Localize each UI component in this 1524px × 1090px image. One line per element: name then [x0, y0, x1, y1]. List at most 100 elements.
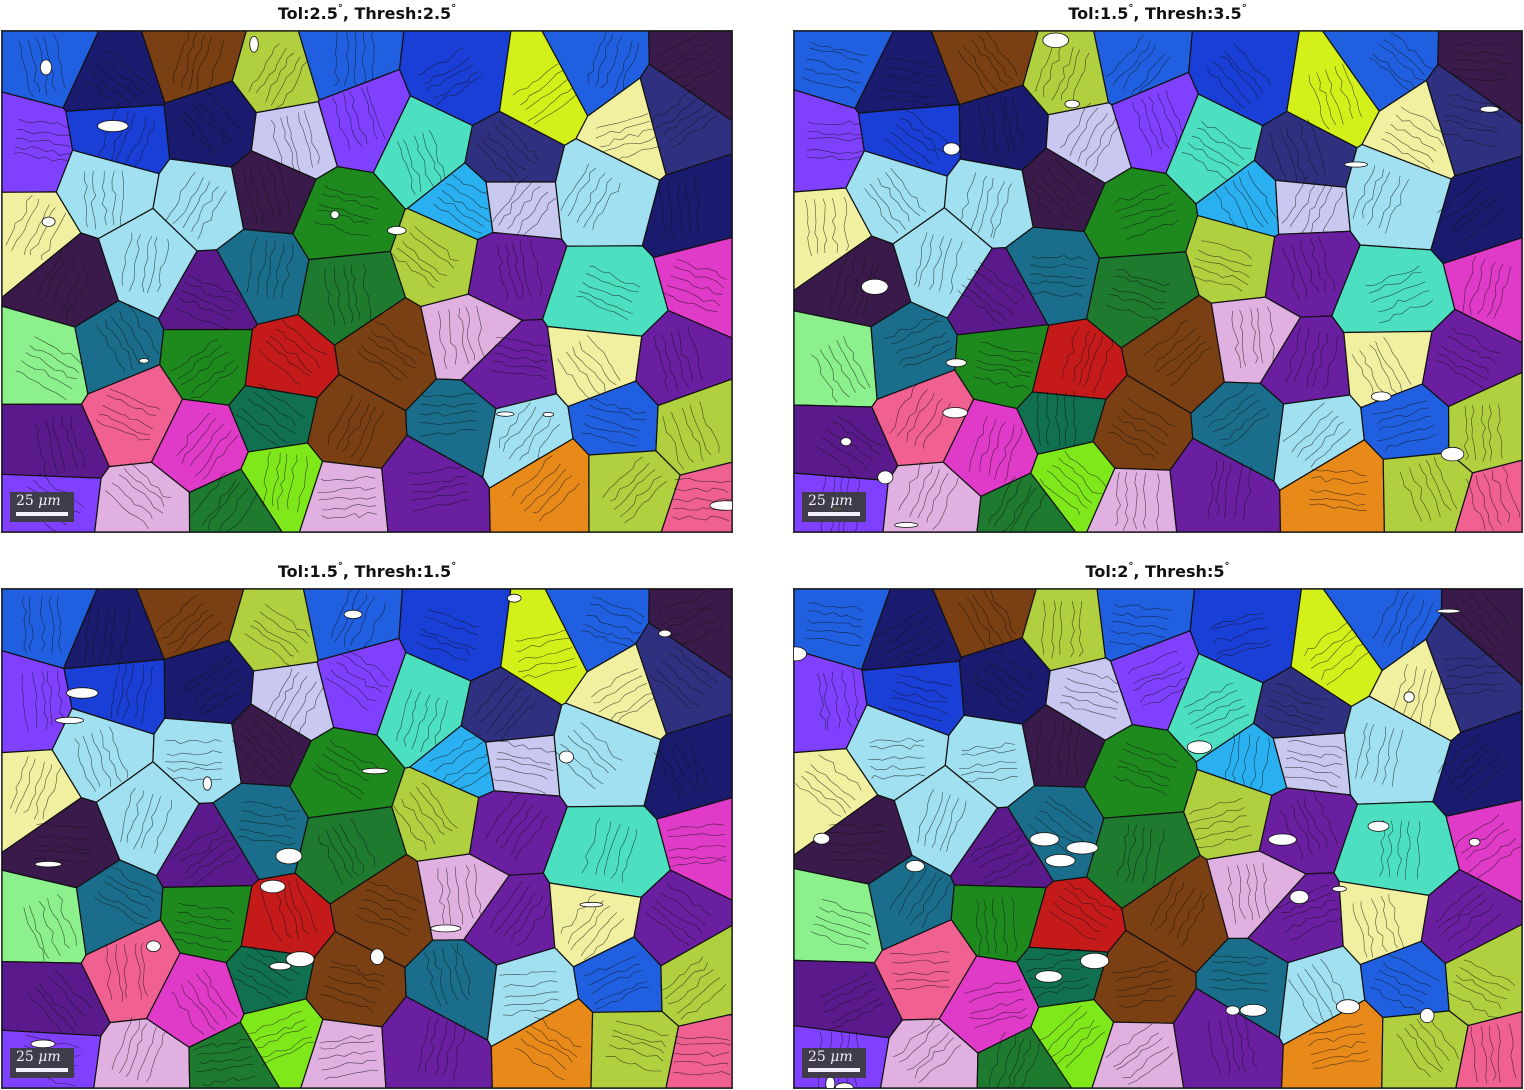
- subgrain-boundary: [592, 596, 645, 618]
- subgrain-boundary: [932, 477, 959, 530]
- subgrain-boundary: [1367, 171, 1391, 226]
- subgrain-boundary: [1369, 272, 1422, 294]
- subgrain-boundary: [345, 648, 390, 682]
- subgrain-boundary: [83, 171, 88, 227]
- scale-bar-label: 25 μm: [16, 1049, 61, 1065]
- subgrain-boundary: [603, 136, 656, 152]
- subgrain-boundary: [1370, 986, 1419, 1013]
- subgrain-boundary: [123, 468, 165, 507]
- subgrain-boundary: [323, 985, 378, 1004]
- subgrain-boundary: [429, 700, 448, 754]
- subgrain-boundary: [657, 182, 666, 238]
- subgrain-boundary: [1062, 327, 1080, 378]
- subgrain-boundary: [98, 57, 146, 95]
- subgrain-boundary: [409, 792, 445, 835]
- subgrain-boundary: [903, 347, 953, 368]
- unindexed-spot: [945, 358, 967, 368]
- subgrain-boundary: [100, 607, 110, 664]
- subgrain-boundary: [1142, 827, 1153, 884]
- subgrain-boundary: [1116, 978, 1172, 992]
- degree-symbol: °: [1128, 3, 1134, 14]
- subgrain-boundary: [1131, 53, 1166, 95]
- subgrain-boundary: [343, 93, 363, 148]
- subgrain-boundary: [532, 475, 573, 514]
- subgrain-boundary: [396, 247, 439, 282]
- thresh-label: , Thresh:2.5: [342, 4, 452, 23]
- subgrain-boundary: [1011, 896, 1018, 953]
- subgrain-boundary: [1053, 158, 1094, 200]
- subgrain-boundary: [437, 310, 447, 369]
- unindexed-regions: [30, 593, 672, 1049]
- subgrain-boundary: [273, 671, 300, 724]
- subgrain-boundary: [676, 180, 687, 237]
- subgrain-boundary: [165, 739, 222, 745]
- subgrain-boundary: [970, 175, 987, 230]
- subgrain-boundary: [1269, 699, 1324, 720]
- subgrain-boundary: [259, 611, 308, 644]
- scale-bar-label: 25 μm: [808, 1049, 853, 1065]
- subgrain-boundary: [194, 669, 239, 703]
- subgrain-boundary: [1133, 666, 1185, 692]
- subgrain-boundary: [1039, 478, 1080, 515]
- subgrain-boundary: [1246, 864, 1253, 921]
- subgrain-boundary: [1181, 152, 1232, 184]
- subgrain-boundary: [106, 945, 113, 1000]
- subgrain-boundary: [324, 185, 380, 201]
- subgrain-boundary: [134, 665, 145, 719]
- grain: [484, 734, 561, 797]
- subgrain-boundary: [137, 1026, 157, 1081]
- subgrain-boundary: [191, 360, 235, 394]
- subgrain-boundary: [91, 732, 112, 787]
- subgrain-boundary: [47, 898, 70, 949]
- scale-bar: 25 μm: [802, 492, 866, 522]
- thresh-label: , Thresh:3.5: [1133, 4, 1242, 23]
- subgrain-boundary: [515, 902, 552, 947]
- subgrain-boundary: [177, 621, 221, 662]
- subgrain-boundary: [425, 616, 479, 636]
- subgrain-boundary: [1369, 344, 1400, 396]
- subgrain-boundary: [666, 744, 696, 794]
- panel-title: Tol:2.5°, Thresh:2.5°: [0, 3, 734, 23]
- subgrain-boundary: [332, 826, 359, 876]
- subgrain-boundary: [958, 172, 977, 225]
- subgrain-boundary: [1478, 589, 1515, 629]
- subgrain-boundary: [181, 984, 216, 1031]
- subgrain-boundary: [105, 319, 133, 370]
- subgrain-boundary: [662, 39, 711, 68]
- grains: [794, 589, 1522, 1088]
- subgrain-boundary: [897, 673, 953, 687]
- subgrain-boundary: [116, 662, 127, 716]
- subgrain-boundary: [1111, 287, 1166, 303]
- subgrain-boundary: [1115, 192, 1170, 213]
- subgrain-boundary: [361, 31, 366, 85]
- subgrain-boundary: [1211, 969, 1270, 976]
- subgrain-boundary: [1231, 310, 1241, 369]
- subgrain-boundary: [595, 821, 611, 875]
- subgrain-boundary: [815, 916, 871, 936]
- subgrain-boundary: [1269, 131, 1287, 184]
- subgrain-boundary: [595, 986, 650, 1010]
- subgrain-boundary: [1141, 99, 1163, 150]
- unindexed-spot: [813, 832, 831, 845]
- subgrain-boundary: [1105, 304, 1159, 322]
- subgrain-boundary: [1362, 168, 1384, 219]
- subgrain-boundary: [1311, 476, 1369, 484]
- subgrain-boundary: [181, 290, 234, 311]
- subgrain-boundary: [198, 676, 244, 712]
- subgrain-boundary: [493, 352, 549, 363]
- subgrain-boundary: [655, 899, 703, 935]
- subgrain-boundary: [428, 130, 448, 186]
- subgrain-boundary: [974, 1014, 1028, 1029]
- subgrain-boundary: [572, 346, 606, 392]
- subgrain-boundary: [262, 1041, 315, 1066]
- panel-2: Tol:1.5°, Thresh:3.5° 25 μm: [791, 0, 1524, 534]
- subgrain-boundary: [1452, 50, 1507, 56]
- subgrain-boundary: [1334, 66, 1353, 119]
- unindexed-spot: [579, 901, 604, 908]
- subgrain-boundary: [146, 237, 158, 294]
- subgrain-boundary: [1030, 263, 1089, 269]
- subgrain-boundary: [128, 234, 141, 292]
- subgrain-boundary: [232, 978, 283, 1006]
- subgrain-boundary: [420, 393, 475, 398]
- unindexed-spot: [1336, 999, 1361, 1015]
